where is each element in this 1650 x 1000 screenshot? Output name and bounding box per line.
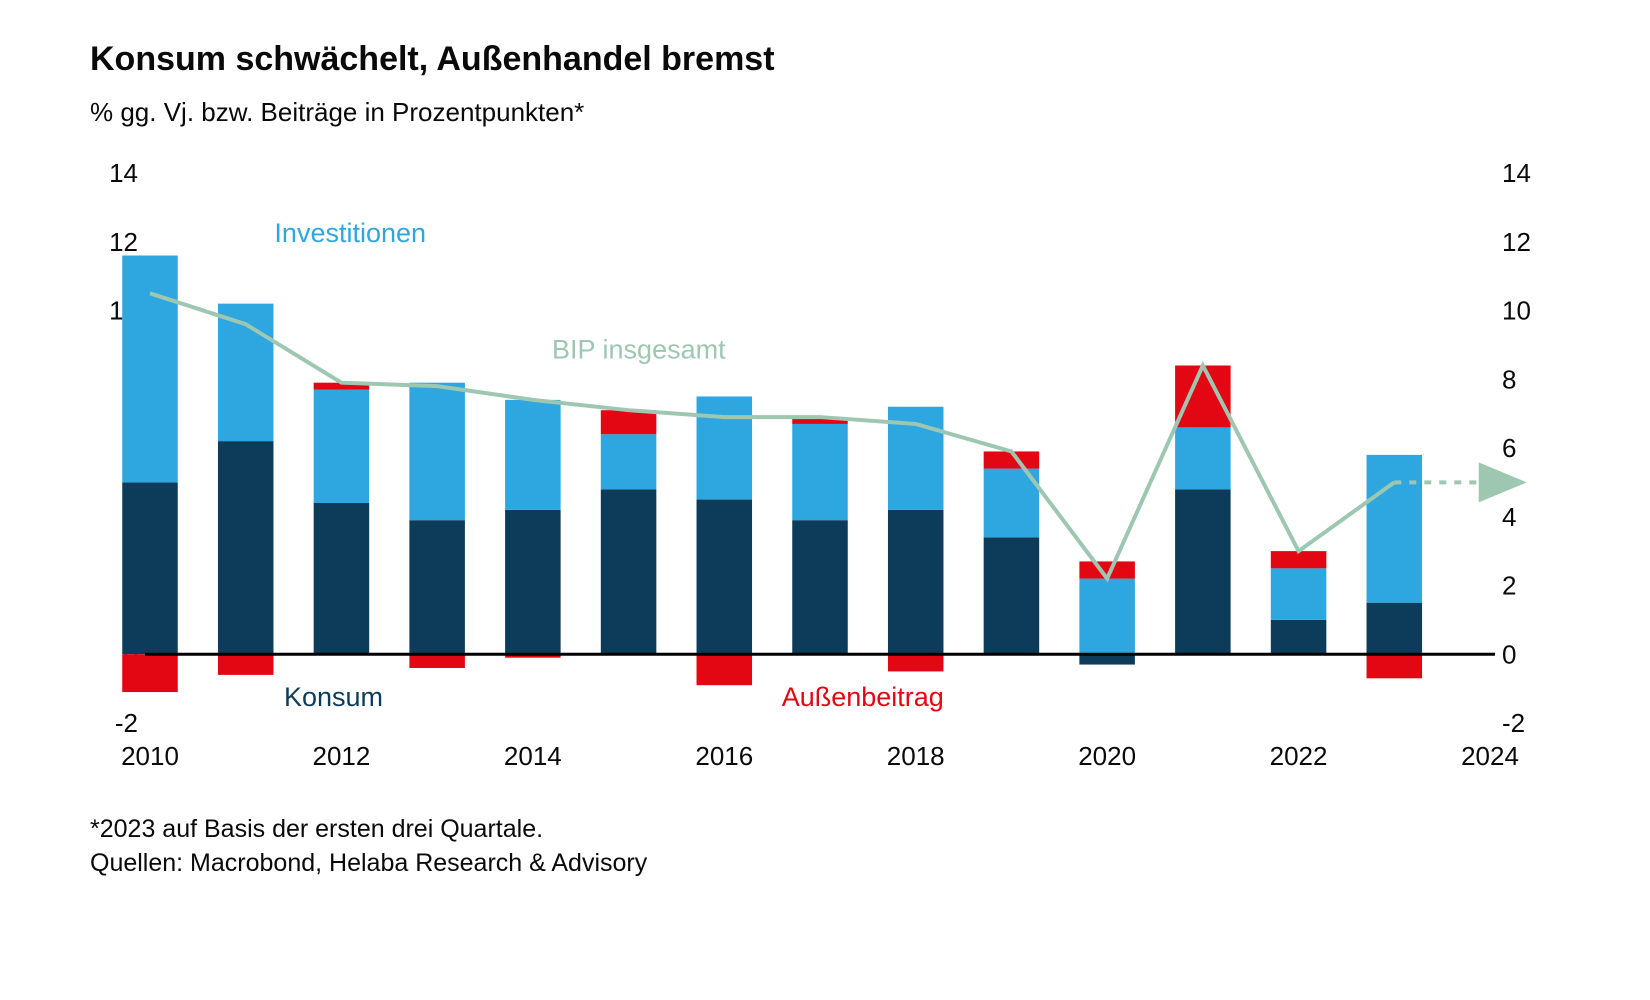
svg-text:2012: 2012: [313, 741, 371, 771]
svg-text:Investitionen: Investitionen: [274, 218, 426, 248]
svg-text:4: 4: [1502, 502, 1516, 532]
svg-text:Außenbeitrag: Außenbeitrag: [782, 682, 944, 712]
chart-subtitle: % gg. Vj. bzw. Beiträge in Prozentpunkte…: [90, 97, 1560, 128]
svg-text:14: 14: [109, 163, 138, 188]
svg-text:0: 0: [1502, 639, 1516, 669]
svg-text:2024: 2024: [1461, 741, 1519, 771]
svg-text:2016: 2016: [695, 741, 753, 771]
svg-text:2020: 2020: [1078, 741, 1136, 771]
chart-container: Konsum schwächelt, Außenhandel bremst % …: [0, 0, 1650, 921]
svg-text:BIP insgesamt: BIP insgesamt: [552, 335, 726, 365]
footnote-line-2: Quellen: Macrobond, Helaba Research & Ad…: [90, 847, 1560, 881]
svg-text:2010: 2010: [121, 741, 179, 771]
svg-text:2: 2: [1502, 571, 1516, 601]
chart-svg: -2-2002244668810101212141420102012201420…: [90, 163, 1550, 783]
chart-title: Konsum schwächelt, Außenhandel bremst: [90, 40, 1560, 79]
svg-text:10: 10: [1502, 296, 1531, 326]
svg-text:6: 6: [1502, 433, 1516, 463]
svg-text:14: 14: [1502, 163, 1531, 188]
svg-text:-2: -2: [115, 708, 138, 738]
svg-text:8: 8: [1502, 364, 1516, 394]
svg-text:2018: 2018: [887, 741, 945, 771]
svg-text:-2: -2: [1502, 708, 1525, 738]
svg-text:12: 12: [1502, 227, 1531, 257]
svg-text:12: 12: [109, 227, 138, 257]
svg-text:2014: 2014: [504, 741, 562, 771]
svg-text:2022: 2022: [1270, 741, 1328, 771]
footnote-line-1: *2023 auf Basis der ersten drei Quartale…: [90, 813, 1560, 847]
plot-area: -2-2002244668810101212141420102012201420…: [90, 163, 1550, 783]
chart-footnote: *2023 auf Basis der ersten drei Quartale…: [90, 813, 1560, 881]
svg-text:Konsum: Konsum: [284, 682, 383, 712]
